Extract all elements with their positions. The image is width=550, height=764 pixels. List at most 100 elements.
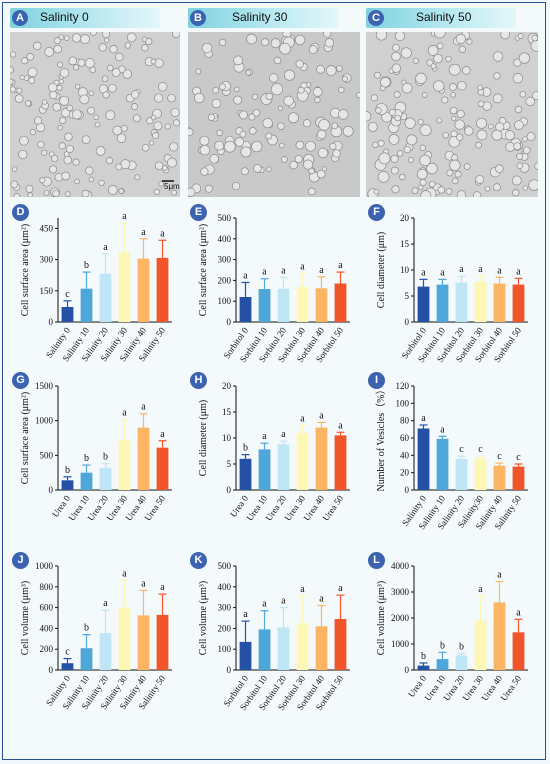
bar <box>334 435 347 490</box>
bar <box>80 288 93 322</box>
cell <box>260 38 269 47</box>
bar <box>474 620 487 670</box>
cell <box>451 115 457 121</box>
cell <box>416 168 428 180</box>
cell <box>84 58 95 69</box>
cell <box>316 129 327 140</box>
cell <box>105 157 114 165</box>
bar <box>61 480 74 490</box>
y-tick-label: 100 <box>218 296 232 306</box>
cell <box>199 135 210 146</box>
significance-label: a <box>516 607 521 618</box>
y-tick-label: 300 <box>218 603 232 613</box>
cell <box>519 90 527 98</box>
cell <box>308 45 318 55</box>
cell <box>297 86 305 94</box>
cell <box>239 110 248 120</box>
bar <box>296 287 309 322</box>
cell <box>449 159 461 171</box>
bar <box>493 465 506 490</box>
significance-label: a <box>141 578 146 589</box>
cell <box>24 100 32 107</box>
cell <box>388 108 396 116</box>
cell <box>394 32 406 42</box>
cell <box>204 184 213 193</box>
cell <box>324 38 335 48</box>
cell <box>158 181 164 187</box>
cell <box>419 124 432 137</box>
y-tick-label: 0 <box>49 317 54 327</box>
cell <box>391 185 400 194</box>
cell <box>456 190 467 197</box>
cell <box>534 162 538 170</box>
cell <box>170 107 180 117</box>
y-axis-label: Cell volume (μm³) <box>20 581 31 655</box>
cell <box>164 123 171 130</box>
cell <box>312 87 323 97</box>
cell <box>445 188 453 195</box>
significance-label: c <box>497 451 502 462</box>
cell <box>154 93 164 103</box>
category-label: Urea 50 <box>320 493 345 523</box>
cell <box>373 188 380 195</box>
cell <box>87 106 96 115</box>
cell <box>492 93 503 104</box>
cell <box>248 113 256 121</box>
significance-label: a <box>440 267 445 278</box>
cell <box>167 157 177 168</box>
cell <box>522 185 528 191</box>
cell <box>27 192 33 197</box>
cell <box>426 162 438 175</box>
significance-label: a <box>262 267 267 278</box>
cell <box>212 86 220 94</box>
bar <box>334 283 347 322</box>
cell <box>308 167 315 175</box>
significance-label: b <box>421 651 426 662</box>
bar <box>137 615 150 670</box>
bar <box>156 257 169 322</box>
cell <box>475 141 482 149</box>
bar <box>80 472 93 490</box>
cell <box>289 160 298 170</box>
bar <box>436 659 449 670</box>
significance-label: a <box>497 570 502 581</box>
significance-label: a <box>160 429 165 440</box>
cell <box>124 42 131 49</box>
cell <box>418 184 424 190</box>
cell <box>279 42 291 55</box>
cell <box>484 185 491 192</box>
cell <box>105 110 116 121</box>
cell <box>188 187 196 197</box>
cell <box>404 117 416 129</box>
cell <box>207 113 216 121</box>
bar <box>493 283 506 322</box>
cell <box>29 129 36 136</box>
chart-panel-h: H 0 5 10 15 20 Cell diameter (μm) b Urea 0 a Urea … <box>190 372 360 542</box>
bar <box>118 440 131 490</box>
micrograph-panel-c: C Salinity 50 <box>366 8 538 198</box>
cell <box>458 45 466 53</box>
cell <box>492 183 501 192</box>
y-tick-label: 150 <box>40 286 54 296</box>
cell <box>323 32 332 38</box>
cell <box>394 114 401 122</box>
cell <box>116 133 127 143</box>
bar <box>334 619 347 670</box>
cell <box>195 68 202 75</box>
cell <box>355 92 360 99</box>
cell <box>448 63 461 76</box>
cell <box>169 142 179 152</box>
cell <box>21 57 29 65</box>
cell <box>74 178 80 185</box>
cell <box>59 95 70 106</box>
panel-letter: I <box>368 372 385 389</box>
cell <box>53 44 63 54</box>
significance-label: a <box>141 227 146 238</box>
cell <box>391 63 401 73</box>
cell <box>41 99 48 105</box>
significance-label: a <box>338 420 343 431</box>
y-axis-label: Number of Vesicles（%） <box>375 384 387 491</box>
significance-label: b <box>65 465 70 476</box>
